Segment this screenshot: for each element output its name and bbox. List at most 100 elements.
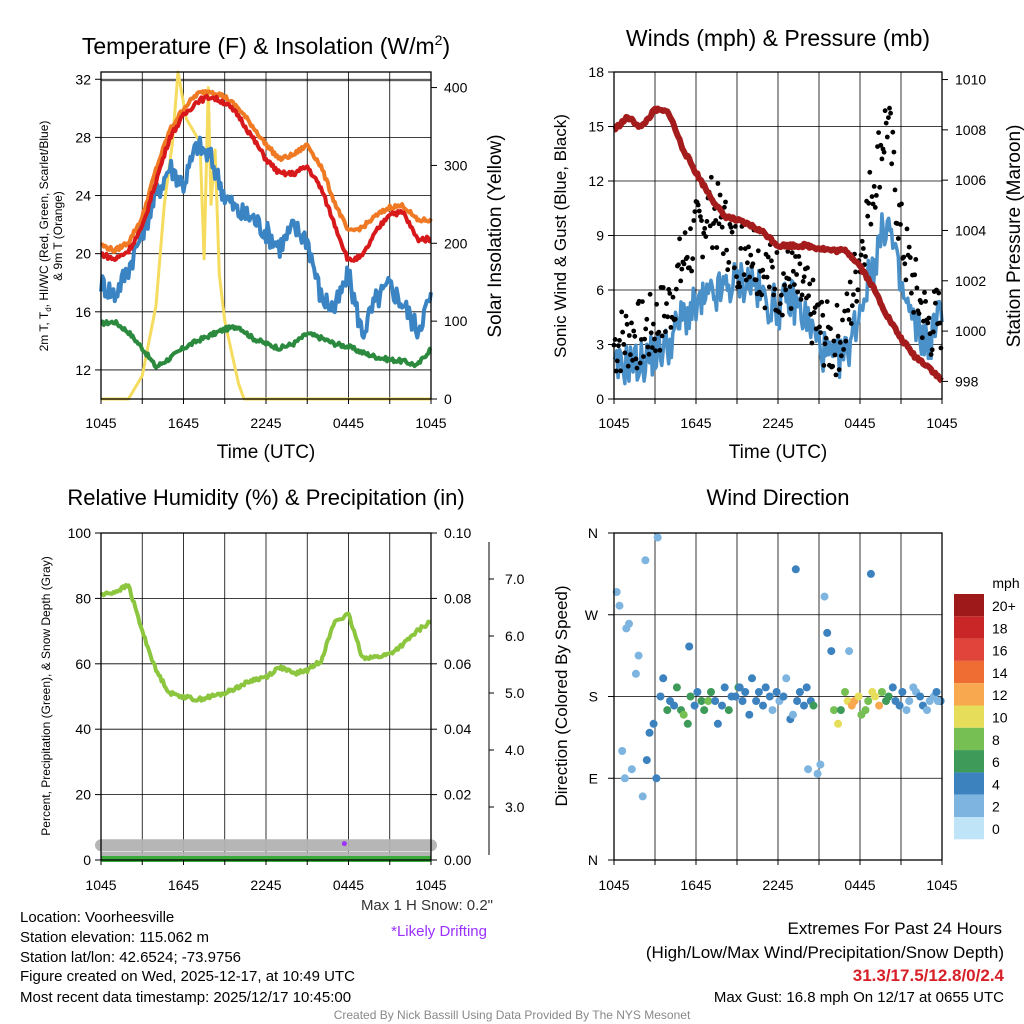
gust-point — [845, 308, 851, 313]
gust-point — [729, 229, 735, 235]
gust-point — [642, 336, 647, 342]
gust-point — [633, 356, 639, 362]
gust-point — [765, 254, 771, 260]
gust-point — [847, 279, 853, 285]
title-close-paren: ) — [442, 33, 450, 59]
legend-label: 10 — [992, 710, 1008, 726]
gust-point — [929, 347, 935, 353]
direction-point — [866, 569, 875, 578]
legend-label: 14 — [992, 665, 1008, 681]
direction-point — [916, 692, 925, 701]
direction-y-label: Direction (Colored By Speed) — [552, 585, 571, 806]
winds-y-tick-label: 9 — [596, 228, 604, 244]
precipitation-y2-tick-label: 0.08 — [444, 590, 471, 606]
direction-point — [795, 688, 804, 696]
gust-point — [672, 316, 678, 322]
gust-point — [774, 250, 780, 255]
winds-x-tick-label: 1645 — [680, 415, 711, 431]
direction-point — [638, 792, 647, 801]
gust-point — [772, 286, 778, 292]
winds-x-tick-label: 0445 — [844, 415, 875, 431]
title-superscript: 2 — [435, 32, 443, 48]
temperature-panel-title: Temperature (F) & Insolation (W/m2) — [82, 32, 450, 59]
gust-point — [821, 363, 827, 368]
gust-point — [700, 254, 705, 260]
direction-point — [791, 565, 800, 574]
gust-point — [839, 353, 844, 359]
legend-label: 18 — [992, 620, 1008, 636]
direction-point — [765, 692, 774, 701]
gust-point — [790, 268, 796, 274]
temperature-y-tick-label: 28 — [75, 129, 91, 145]
winds-y-tick-label: 15 — [588, 119, 604, 135]
gust-point — [882, 108, 888, 114]
gust-point — [664, 301, 669, 306]
gust-point — [778, 292, 784, 298]
gust-point — [789, 250, 795, 256]
snow-depth-tick-label: 5.0 — [505, 685, 525, 701]
direction-x-tick-label: 1645 — [680, 877, 711, 893]
gust-point — [745, 260, 750, 266]
gust-point — [714, 245, 720, 250]
elevation-text: Station elevation: 115.062 m — [20, 929, 209, 946]
gust-point — [822, 341, 828, 347]
temperature-panel: Temperature (F) & Insolation (W/m2) 1045… — [37, 32, 506, 463]
insolation-y2-tick-label: 200 — [444, 235, 468, 251]
gust-point — [704, 219, 710, 224]
speed-legend: 20+ 18 16 14 12 10 8 6 4 2 0 — [954, 594, 1016, 840]
gust-point — [747, 274, 752, 280]
precipitation-y2-tick-label: 0.10 — [444, 525, 471, 541]
temperature-y-label-2: & 9m T (Orange) — [51, 191, 65, 281]
gust-point — [824, 299, 830, 304]
gust-point — [652, 336, 657, 342]
gust-point — [620, 329, 626, 335]
gust-point — [679, 266, 685, 272]
direction-point — [631, 669, 640, 678]
gust-point — [872, 205, 878, 210]
extremes-values: 31.3/17.5/12.8/0/2.4 — [853, 966, 1005, 985]
gust-point — [771, 292, 776, 298]
gust-point — [643, 326, 649, 332]
gust-point — [766, 284, 772, 290]
direction-point — [645, 728, 654, 737]
direction-point — [789, 710, 797, 719]
gust-point — [657, 347, 663, 353]
humidity-x-tick-label: 2245 — [250, 877, 281, 893]
legend-title: mph — [992, 575, 1019, 591]
direction-x-tick-label: 1045 — [926, 877, 957, 893]
gust-point — [807, 281, 813, 287]
gust-point — [800, 279, 806, 284]
location-text: Location: Voorheesville — [20, 909, 174, 926]
gust-point — [805, 265, 810, 271]
direction-point — [759, 701, 767, 710]
gust-point — [614, 358, 620, 364]
gust-point — [780, 312, 785, 318]
direction-point — [834, 719, 843, 728]
direction-point — [707, 688, 715, 696]
direction-point — [634, 651, 643, 660]
gust-point — [919, 335, 925, 341]
gust-point — [836, 367, 842, 372]
insolation-line — [101, 70, 431, 401]
gust-point — [914, 285, 920, 291]
winds-y-tick-label: 3 — [596, 337, 604, 353]
direction-point — [649, 719, 658, 728]
gust-point — [631, 328, 637, 334]
gust-point — [916, 311, 922, 316]
gust-point — [613, 368, 619, 374]
direction-point — [745, 710, 754, 719]
direction-point — [731, 692, 740, 701]
gust-point — [886, 115, 891, 120]
legend-label: 16 — [992, 643, 1008, 659]
gust-point — [841, 347, 846, 352]
humidity-x-tick-label: 0445 — [333, 877, 364, 893]
gust-point — [866, 200, 872, 206]
extremes-block: Extremes For Past 24 Hours (High/Low/Max… — [646, 919, 1005, 1006]
temperature-x-tick-label: 2245 — [250, 415, 281, 431]
ylabel-subscript: d — [44, 307, 53, 311]
gust-point — [835, 333, 841, 339]
gust-point — [688, 226, 693, 232]
drifting-note: *Likely Drifting — [391, 923, 487, 940]
